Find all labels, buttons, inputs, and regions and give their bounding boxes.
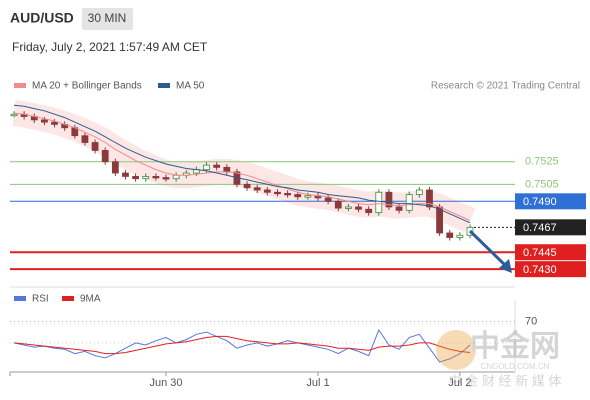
x-tick-label: Jul 1 [306, 377, 329, 389]
watermark-logo [436, 330, 476, 370]
candle-body [294, 194, 302, 198]
candle-body [415, 189, 423, 195]
x-tick-label: Jun 30 [149, 377, 182, 389]
watermark-site: CNGOLD.COM.CN [481, 362, 550, 371]
interval-badge[interactable] [82, 8, 133, 30]
legend-swatch [14, 296, 26, 301]
level-box [515, 193, 586, 210]
legend-label: RSI [32, 294, 49, 305]
candle-body [284, 192, 292, 196]
candle-body [243, 183, 251, 189]
watermark-brand: 中金网 [470, 329, 560, 363]
level-label: 0.7525 [525, 156, 559, 168]
candle-body [41, 119, 48, 123]
candle-body [426, 189, 433, 208]
candle-body [355, 206, 362, 210]
candle-body [324, 197, 332, 202]
watermark: 中金网 CNGOLD.COM.CN 中 金 财 经 新 媒 体 [436, 329, 562, 388]
candle-body [274, 191, 281, 195]
candle-body [375, 191, 383, 214]
candle-body [91, 142, 99, 151]
candle-body [456, 234, 464, 238]
candle-body [81, 135, 89, 143]
candle-body [263, 189, 271, 193]
level-label: 0.7430 [523, 264, 557, 276]
candle-body [436, 206, 444, 234]
forecast-arrowhead [499, 259, 512, 273]
legend-swatch [158, 83, 170, 88]
candle-body [111, 161, 119, 174]
candle-body [132, 176, 140, 180]
candle-body [395, 206, 403, 211]
y-tick-label: 70 [525, 315, 537, 327]
candle-body [51, 121, 58, 125]
candle-body [385, 191, 393, 208]
candle-body [203, 164, 210, 171]
level-box [515, 244, 586, 261]
symbol: AUD/USD [10, 10, 74, 26]
ma-line [13, 104, 471, 224]
candle-body [10, 113, 18, 117]
ma-line [13, 112, 471, 221]
candle-body [172, 174, 180, 180]
level-label: 0.7505 [525, 178, 559, 190]
candle-body [344, 206, 352, 209]
candle-body [446, 232, 454, 238]
interval[interactable]: 30 MIN [88, 11, 127, 25]
rsi-line [13, 328, 471, 363]
candle-body [142, 176, 150, 180]
level-label: 0.7467 [523, 222, 557, 234]
legend-label: MA 20 + Bollinger Bands [32, 81, 142, 92]
level-label: 0.7490 [523, 196, 557, 208]
rsi-line [13, 335, 471, 355]
candle-body [365, 208, 373, 214]
x-tick-label: Jul 2 [448, 377, 471, 389]
candle-body [213, 164, 221, 168]
candle-body [334, 200, 342, 209]
credit: Research © 2021 Trading Central [431, 81, 580, 92]
level-box [515, 219, 586, 236]
level-label: 0.7445 [523, 247, 557, 259]
watermark-slogan: 中 金 财 经 新 媒 体 [449, 373, 562, 388]
candle-body [304, 195, 312, 198]
legend-swatch [14, 83, 26, 88]
legend-label: MA 50 [176, 81, 205, 92]
legend-label: 9MA [80, 294, 101, 305]
legend-swatch [62, 296, 74, 301]
candle-body [162, 177, 170, 180]
candle-body [405, 194, 413, 211]
candle-body [101, 150, 109, 163]
candle-body [152, 176, 160, 179]
forecast-arrow [468, 229, 508, 268]
timestamp: Friday, July 2, 2021 1:57:49 AM CET [12, 40, 208, 54]
candle-body [253, 187, 261, 191]
candle-body [223, 166, 231, 173]
candle-body [122, 172, 129, 177]
level-box [515, 261, 586, 278]
